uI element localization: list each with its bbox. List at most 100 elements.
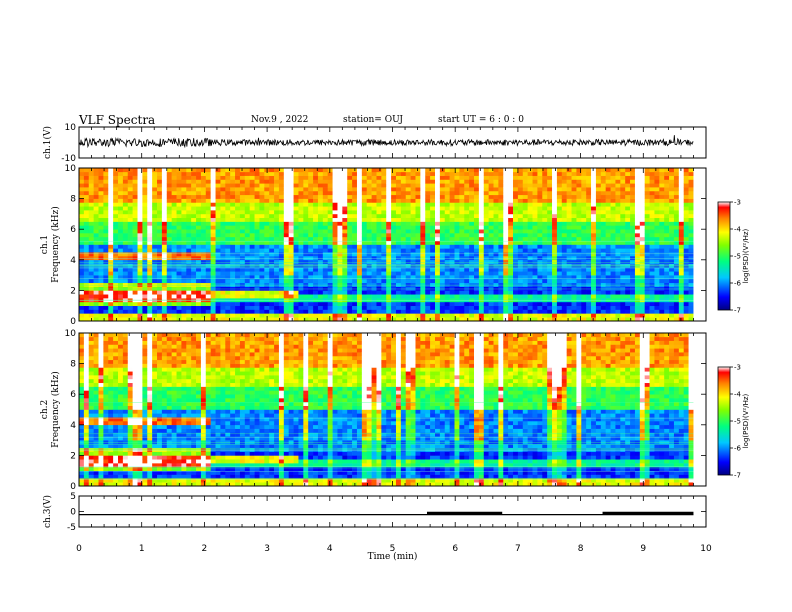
heatmap-cell [508,225,514,230]
heatmap-cell [669,286,675,291]
heatmap-cell [673,198,680,203]
heatmap-cell [278,206,285,211]
heatmap-cell [566,313,572,318]
heatmap-cell [449,206,455,211]
heatmap-cell [147,206,153,211]
heatmap-cell [581,217,587,222]
heatmap-cell [527,301,533,307]
heatmap-cell [478,278,485,284]
heatmap-cell [405,194,411,199]
heatmap-cell [420,309,426,314]
heatmap-cell [542,278,548,284]
heatmap-cell [474,305,480,310]
heatmap-cell [264,244,270,249]
heatmap-cell [176,213,182,219]
heatmap-cell [683,248,689,253]
heatmap-cell [356,206,363,211]
heatmap-cell [449,194,455,199]
heatmap-cell [317,183,324,188]
heatmap-cell [249,248,255,253]
heatmap-cell [171,183,177,188]
heatmap-cell [566,194,572,199]
heatmap-cell [639,301,645,307]
heatmap-cell [191,202,197,207]
heatmap-cell [415,229,421,234]
heatmap-cell [630,309,636,314]
heatmap-cell [352,194,358,199]
heatmap-cell [298,275,304,280]
heatmap-cell [176,225,182,230]
heatmap-cell [147,225,153,230]
heatmap-cell [137,259,143,264]
heatmap-cell [366,317,372,321]
heatmap-cell [395,282,402,287]
heatmap-cell [205,202,211,207]
heatmap-cell [93,233,99,238]
heatmap-cell [581,271,587,276]
heatmap-cell [669,190,675,196]
heatmap-cell [400,271,407,276]
heatmap-cell [356,171,363,176]
heatmap-cell [386,286,392,291]
heatmap-cell [639,171,645,176]
heatmap-cell [181,244,187,249]
heatmap-cell [678,301,685,307]
heatmap-cell [361,236,368,241]
heatmap-cell [561,187,567,192]
heatmap-cell [254,305,260,310]
heatmap-cell [683,187,689,192]
heatmap-cell [469,171,475,176]
heatmap-cell [293,240,299,245]
heatmap-cell [308,309,314,314]
heatmap-cell [678,210,685,215]
heatmap-cell [225,267,231,272]
heatmap-cell [278,282,285,287]
heatmap-cell [327,175,333,180]
heatmap-cell [356,275,363,280]
heatmap-cell [161,202,168,207]
heatmap-cell [522,244,528,249]
heatmap-cell [561,248,567,253]
heatmap-cell [366,229,372,234]
heatmap-cell [225,225,231,230]
heatmap-cell [259,175,265,180]
heatmap-cell [264,225,270,230]
heatmap-cell [293,236,299,241]
heatmap-cell [371,206,377,211]
heatmap-cell [678,240,685,245]
heatmap-cell [566,183,572,188]
heatmap-cell [430,301,436,307]
heatmap-cell [220,252,226,257]
heatmap-cell [620,271,626,276]
heatmap-cell [127,213,133,219]
heatmap-cell [88,171,94,176]
heatmap-cell [191,252,197,257]
heatmap-cell [83,217,90,222]
heatmap-cell [474,282,480,287]
heatmap-cell [478,282,485,287]
heatmap-cell [659,244,665,249]
heatmap-cell [283,252,289,257]
heatmap-cell [220,282,226,287]
heatmap-cell [649,229,655,234]
heatmap-cell [142,171,148,176]
heatmap-cell [488,252,494,257]
heatmap-cell [542,179,548,184]
heatmap-cell [259,206,265,211]
heatmap-cell [342,286,348,291]
heatmap-cell [322,213,329,219]
heatmap-cell [352,294,358,299]
heatmap-cell [517,275,524,280]
heatmap-cell [537,221,543,226]
heatmap-cell [561,317,567,321]
heatmap-cell [400,309,407,314]
heatmap-cell [254,294,260,299]
heatmap-cell [157,194,163,199]
heatmap-cell [483,168,489,173]
heatmap-cell [288,271,294,276]
heatmap-cell [196,259,202,264]
heatmap-cell [196,255,202,261]
heatmap-cell [137,244,143,249]
heatmap-cell [171,305,177,310]
heatmap-cell [483,278,489,284]
